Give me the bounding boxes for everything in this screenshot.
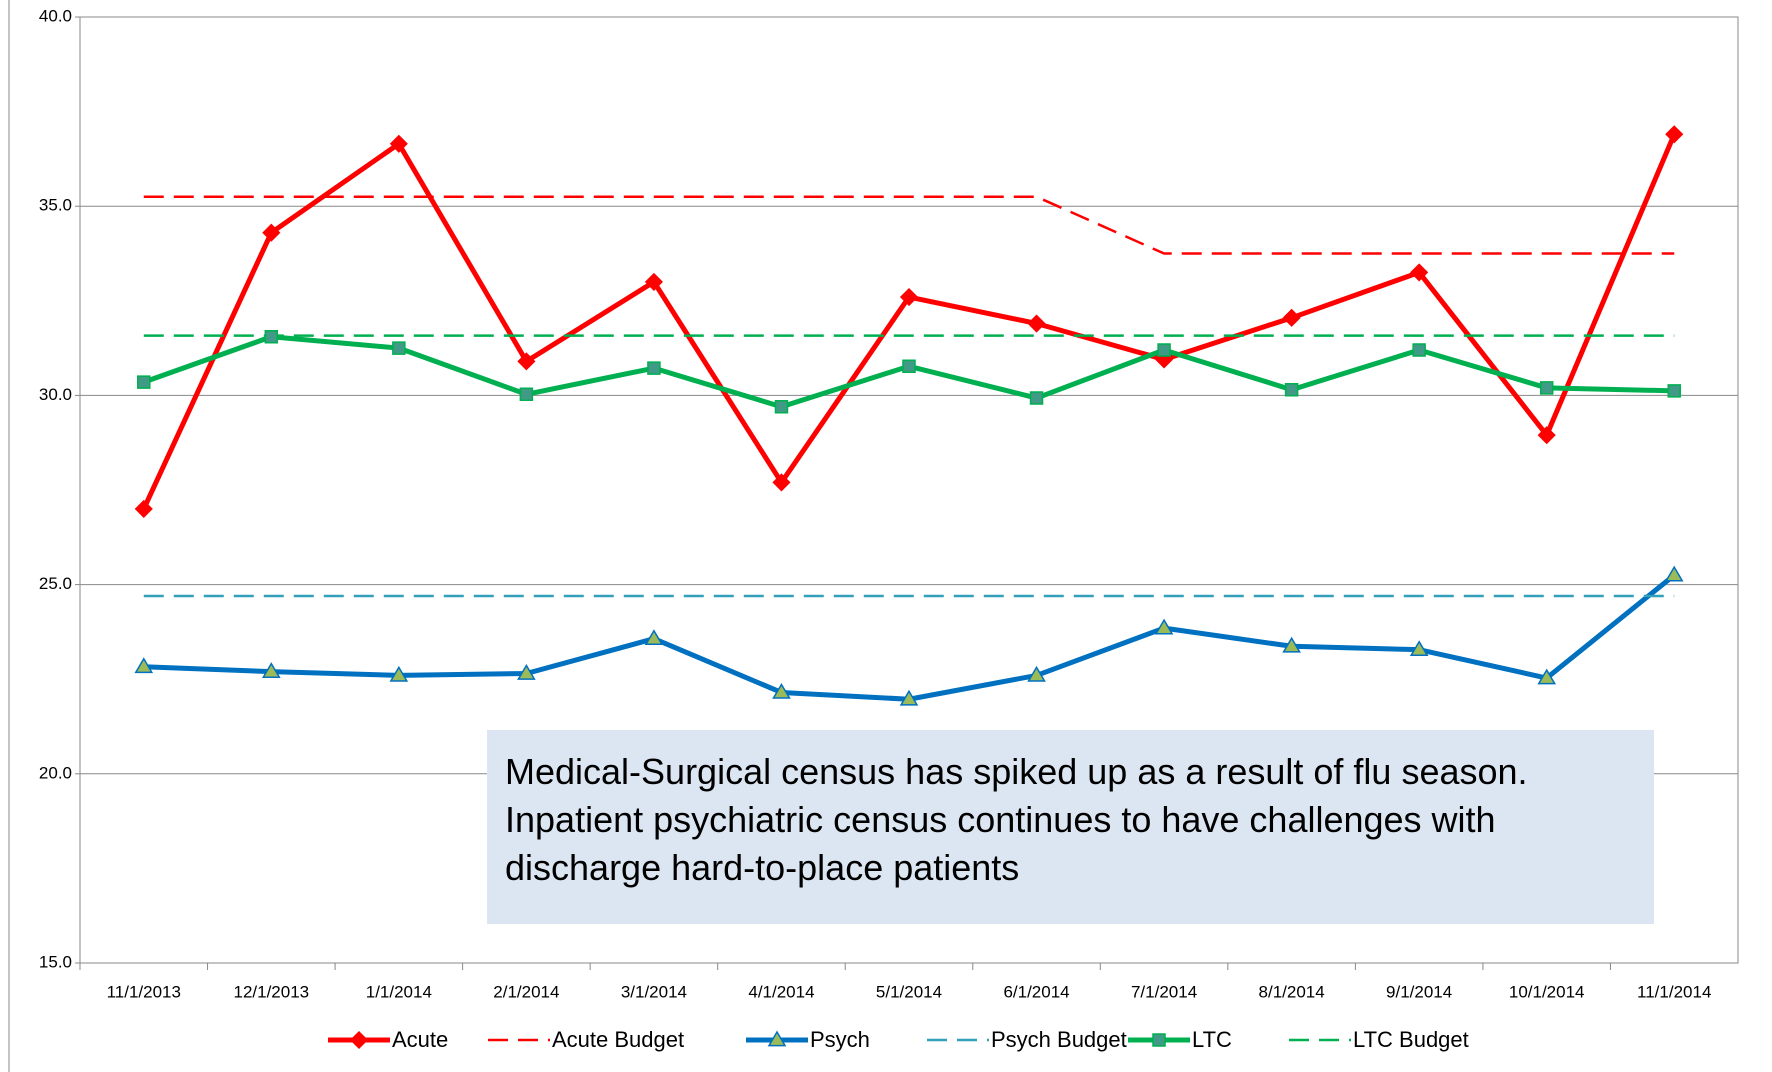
marker bbox=[264, 329, 279, 344]
legend-label: Psych bbox=[810, 1027, 870, 1052]
x-tick-label: 2/1/2014 bbox=[493, 982, 559, 1001]
marker bbox=[1409, 640, 1429, 657]
marker bbox=[134, 499, 153, 518]
x-tick-label: 5/1/2014 bbox=[876, 982, 942, 1001]
legend-marker bbox=[1152, 1033, 1166, 1047]
marker bbox=[772, 473, 791, 492]
legend-label: Acute Budget bbox=[552, 1027, 684, 1052]
marker bbox=[519, 387, 534, 402]
x-tick-label: 4/1/2014 bbox=[748, 982, 814, 1001]
y-tick-label: 20.0 bbox=[39, 763, 72, 782]
annotation: Medical-Surgical census has spiked up as… bbox=[487, 730, 1654, 924]
marker bbox=[899, 689, 919, 706]
marker bbox=[1410, 263, 1429, 282]
marker bbox=[1537, 426, 1556, 445]
y-tick-label: 40.0 bbox=[39, 6, 72, 25]
legend-label: LTC Budget bbox=[1353, 1027, 1469, 1052]
legend-label: Psych Budget bbox=[991, 1027, 1127, 1052]
marker bbox=[1027, 665, 1046, 682]
marker bbox=[899, 287, 919, 307]
marker bbox=[1154, 618, 1174, 635]
marker bbox=[392, 341, 406, 355]
marker bbox=[1539, 381, 1554, 395]
series-line bbox=[143, 573, 1676, 702]
marker bbox=[517, 664, 536, 680]
x-tick-label: 12/1/2013 bbox=[233, 982, 309, 1001]
y-tick-label: 15.0 bbox=[39, 952, 72, 971]
x-tick-label: 6/1/2014 bbox=[1003, 982, 1069, 1001]
marker bbox=[1282, 308, 1301, 327]
marker bbox=[1282, 636, 1301, 653]
y-tick-label: 35.0 bbox=[39, 196, 72, 215]
marker bbox=[647, 361, 661, 375]
marker bbox=[772, 682, 791, 699]
x-tick-label: 11/1/2014 bbox=[1637, 982, 1711, 1001]
x-tick-label: 9/1/2014 bbox=[1386, 982, 1452, 1001]
marker bbox=[262, 223, 281, 242]
legend-label: LTC bbox=[1192, 1027, 1232, 1052]
series-line bbox=[143, 195, 1675, 255]
marker bbox=[1664, 565, 1684, 582]
marker bbox=[261, 662, 281, 678]
x-tick-label: 8/1/2014 bbox=[1259, 982, 1325, 1001]
marker bbox=[644, 629, 664, 646]
marker bbox=[517, 352, 536, 371]
marker bbox=[1284, 382, 1299, 397]
marker bbox=[1667, 384, 1681, 398]
marker bbox=[389, 665, 409, 682]
marker bbox=[644, 272, 663, 291]
marker bbox=[1537, 668, 1557, 685]
legend-marker bbox=[349, 1030, 369, 1050]
legend-marker bbox=[767, 1030, 787, 1047]
marker bbox=[774, 400, 789, 414]
y-tick-label: 25.0 bbox=[39, 574, 72, 593]
marker bbox=[1157, 343, 1171, 357]
marker bbox=[1412, 343, 1426, 357]
x-tick-label: 7/1/2014 bbox=[1131, 982, 1197, 1001]
x-tick-label: 11/1/2013 bbox=[107, 982, 181, 1001]
x-tick-label: 10/1/2014 bbox=[1509, 982, 1585, 1001]
marker bbox=[134, 657, 154, 674]
marker bbox=[389, 134, 408, 153]
y-tick-label: 30.0 bbox=[39, 385, 72, 404]
x-tick-label: 3/1/2014 bbox=[621, 982, 687, 1001]
marker bbox=[1029, 391, 1044, 405]
marker bbox=[902, 359, 916, 374]
marker bbox=[1665, 125, 1684, 144]
marker bbox=[137, 375, 151, 389]
legend-label: Acute bbox=[392, 1027, 448, 1052]
marker bbox=[1027, 314, 1046, 333]
x-tick-label: 1/1/2014 bbox=[366, 982, 432, 1001]
series-line bbox=[141, 133, 1677, 510]
